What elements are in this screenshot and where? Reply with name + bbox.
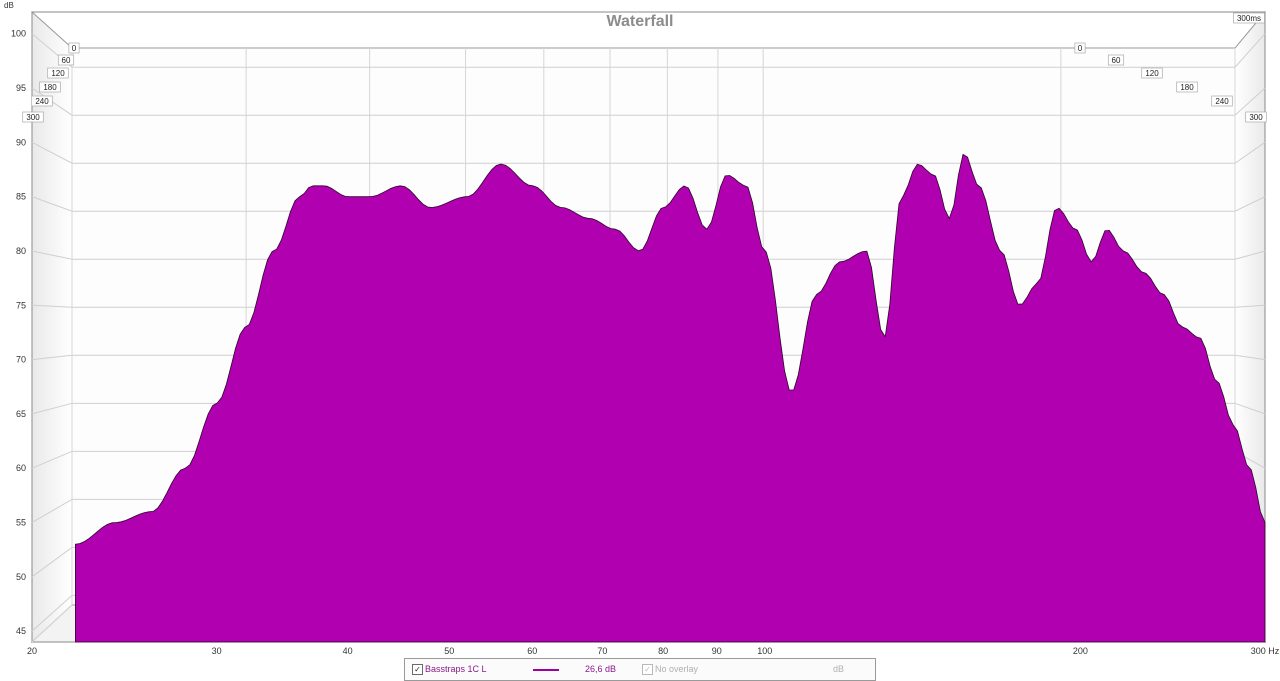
y-tick-label: 60 [16, 463, 26, 473]
x-tick-label: 30 [212, 646, 222, 655]
y-tick-label: 75 [16, 300, 26, 310]
x-tick-label: 70 [597, 646, 607, 655]
time-tick-box [1074, 42, 1086, 54]
y-tick-label: 95 [16, 83, 26, 93]
x-tick-label: 100 [757, 646, 772, 655]
time-tick-box [1107, 54, 1125, 66]
time-tick-label: 120 [1145, 69, 1159, 78]
x-tick-label: 300 Hz [1251, 646, 1280, 655]
time-tick-label: 60 [62, 56, 71, 65]
y-gridline [31, 33, 1266, 68]
x-tick-label: 80 [658, 646, 668, 655]
x-tick-label: 60 [527, 646, 537, 655]
x-tick-label: 20 [27, 646, 37, 655]
overlay-label: No overlay [655, 664, 699, 674]
time-tick-box [39, 81, 61, 93]
y-axis-unit-label: dB [4, 1, 14, 10]
time-tick-box [1176, 81, 1198, 93]
time-tick-label: 60 [1112, 56, 1121, 65]
time-tick-label: 180 [43, 83, 57, 92]
time-tick-box [47, 67, 69, 79]
y-tick-label: 55 [16, 518, 26, 528]
label-layer: 100 95 90 85 80 75 70 65 60 55 50 45 20 30 40 50 60 70 80 9… [11, 12, 1280, 655]
time-tick-label: 300 [26, 113, 40, 122]
y-tick-label: 90 [16, 137, 26, 147]
x-tick-label: 40 [343, 646, 353, 655]
trace-value: 26,6 dB [585, 664, 617, 674]
left-wall [31, 10, 73, 644]
waterfall-slice [75, 153, 1266, 643]
time-tick-label: 240 [1215, 97, 1229, 106]
y-tick-label: 50 [16, 572, 26, 582]
floor-gridline [31, 604, 73, 643]
time-tick-box [1211, 95, 1233, 107]
legend-bar: ✓ Basstraps 1C L 26,6 dB ✓ No overlay dB [404, 658, 876, 681]
y-gridline [31, 141, 1266, 164]
waterfall-chart: 100 95 90 85 80 75 70 65 60 55 50 45 20 30 40 50 60 70 80 9… [4, 1, 1280, 655]
time-tick-box [31, 95, 53, 107]
x-tick-label: 200 [1073, 646, 1088, 655]
waterfall-plot-svg: 100 95 90 85 80 75 70 65 60 55 50 45 20 30 40 50 60 70 80 9… [4, 1, 1280, 655]
time-tick-box [57, 54, 75, 66]
y-tick-label: 45 [16, 626, 26, 636]
time-tick-label: 0 [72, 44, 77, 53]
time-tick-label: 0 [1078, 44, 1083, 53]
time-tick-label: 240 [35, 97, 49, 106]
time-tick-label: 300 [1249, 113, 1263, 122]
trace-checkbox[interactable]: ✓ [412, 664, 423, 675]
time-tick-box [1141, 67, 1163, 79]
time-tick-box [1233, 12, 1265, 24]
y-tick-label: 80 [16, 246, 26, 256]
chart-title: Waterfall [607, 13, 674, 30]
time-tick-box [22, 111, 44, 123]
y-tick-label: 85 [16, 192, 26, 202]
trace-label: Basstraps 1C L [425, 664, 487, 674]
slice-layer [75, 153, 1266, 643]
y-tick-label: 65 [16, 409, 26, 419]
time-tick-box [1245, 111, 1267, 123]
x-tick-label: 50 [444, 646, 454, 655]
y-gridline [31, 196, 1266, 212]
time-tick-box [68, 42, 80, 54]
x-tick-label: 90 [712, 646, 722, 655]
trace-color-swatch [533, 669, 559, 671]
y-tick-label: 100 [11, 29, 26, 39]
time-tick-label: 300ms [1237, 14, 1261, 23]
overlay-unit: dB [833, 664, 845, 674]
overlay-checkbox[interactable]: ✓ [642, 664, 653, 675]
time-tick-label: 180 [1180, 83, 1194, 92]
time-tick-label: 120 [51, 69, 65, 78]
y-tick-label: 70 [16, 355, 26, 365]
